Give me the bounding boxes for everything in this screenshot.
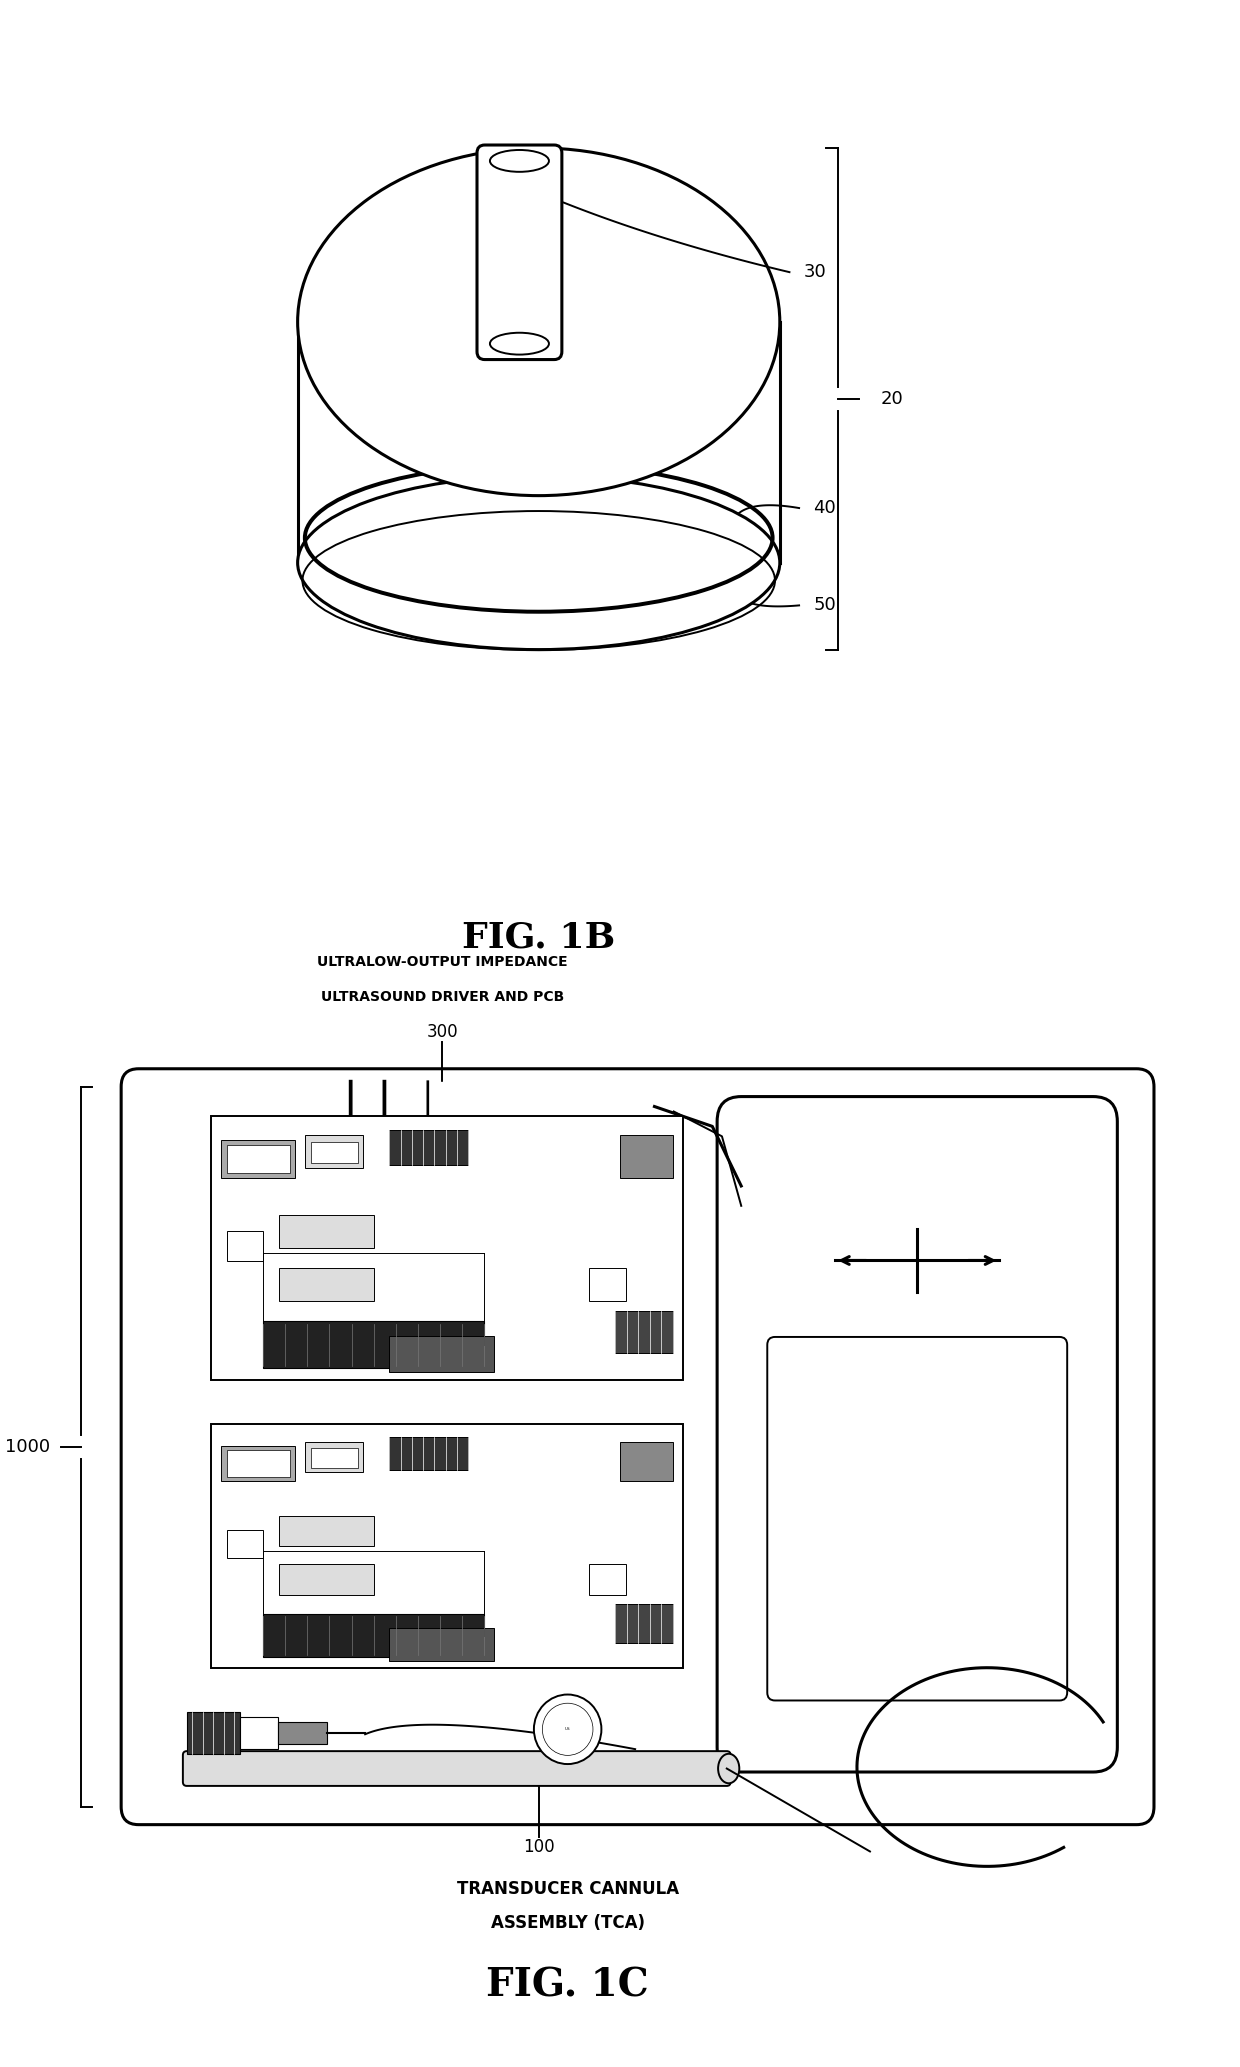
Bar	[279, 1267, 373, 1300]
Text: 20: 20	[882, 391, 904, 407]
Bar	[389, 1437, 469, 1470]
Bar	[305, 1443, 363, 1472]
Text: 300: 300	[427, 1023, 458, 1042]
Ellipse shape	[490, 333, 549, 356]
Bar	[310, 1447, 358, 1468]
Bar	[389, 1337, 495, 1372]
Bar	[227, 1232, 263, 1261]
Text: ASSEMBLY (TCA): ASSEMBLY (TCA)	[491, 1914, 645, 1933]
Bar	[389, 1129, 469, 1166]
Bar	[589, 1565, 626, 1596]
Text: 30: 30	[804, 263, 827, 281]
Ellipse shape	[718, 1753, 739, 1784]
Bar	[279, 1515, 373, 1546]
Text: ULTRALOW-OUTPUT IMPEDANCE: ULTRALOW-OUTPUT IMPEDANCE	[317, 955, 568, 969]
Bar	[263, 1321, 484, 1368]
Bar	[263, 1614, 484, 1658]
Text: US: US	[565, 1728, 570, 1732]
Text: FIG. 1B: FIG. 1B	[463, 920, 615, 955]
FancyBboxPatch shape	[122, 1069, 1154, 1825]
Bar	[222, 1447, 295, 1480]
Bar	[589, 1267, 626, 1300]
Ellipse shape	[298, 149, 780, 496]
FancyBboxPatch shape	[477, 145, 562, 360]
Bar	[239, 1718, 278, 1749]
Ellipse shape	[534, 1695, 601, 1763]
Bar	[389, 1627, 495, 1660]
Ellipse shape	[490, 151, 549, 172]
Bar	[227, 1145, 290, 1172]
Bar	[620, 1443, 673, 1480]
FancyBboxPatch shape	[768, 1337, 1068, 1701]
Text: ULTRASOUND DRIVER AND PCB: ULTRASOUND DRIVER AND PCB	[321, 990, 564, 1005]
Bar	[278, 1722, 326, 1745]
Bar	[615, 1604, 673, 1643]
Text: 50: 50	[813, 597, 836, 614]
Bar	[615, 1310, 673, 1354]
Text: 1000: 1000	[5, 1439, 50, 1455]
Bar	[227, 1451, 290, 1476]
FancyBboxPatch shape	[717, 1098, 1117, 1771]
Bar	[211, 1116, 683, 1379]
Bar	[305, 1135, 363, 1168]
Bar	[279, 1565, 373, 1596]
Bar	[211, 1424, 683, 1668]
Bar	[279, 1215, 373, 1248]
Ellipse shape	[298, 475, 780, 649]
Bar	[187, 1711, 239, 1755]
Bar	[227, 1530, 263, 1559]
Text: 40: 40	[813, 498, 836, 517]
Bar	[620, 1135, 673, 1178]
Bar	[222, 1139, 295, 1178]
FancyBboxPatch shape	[182, 1751, 730, 1786]
Bar	[310, 1141, 358, 1164]
Text: 100: 100	[523, 1838, 554, 1856]
Text: TRANSDUCER CANNULA: TRANSDUCER CANNULA	[456, 1881, 678, 1898]
Text: FIG. 1C: FIG. 1C	[486, 1966, 649, 2005]
